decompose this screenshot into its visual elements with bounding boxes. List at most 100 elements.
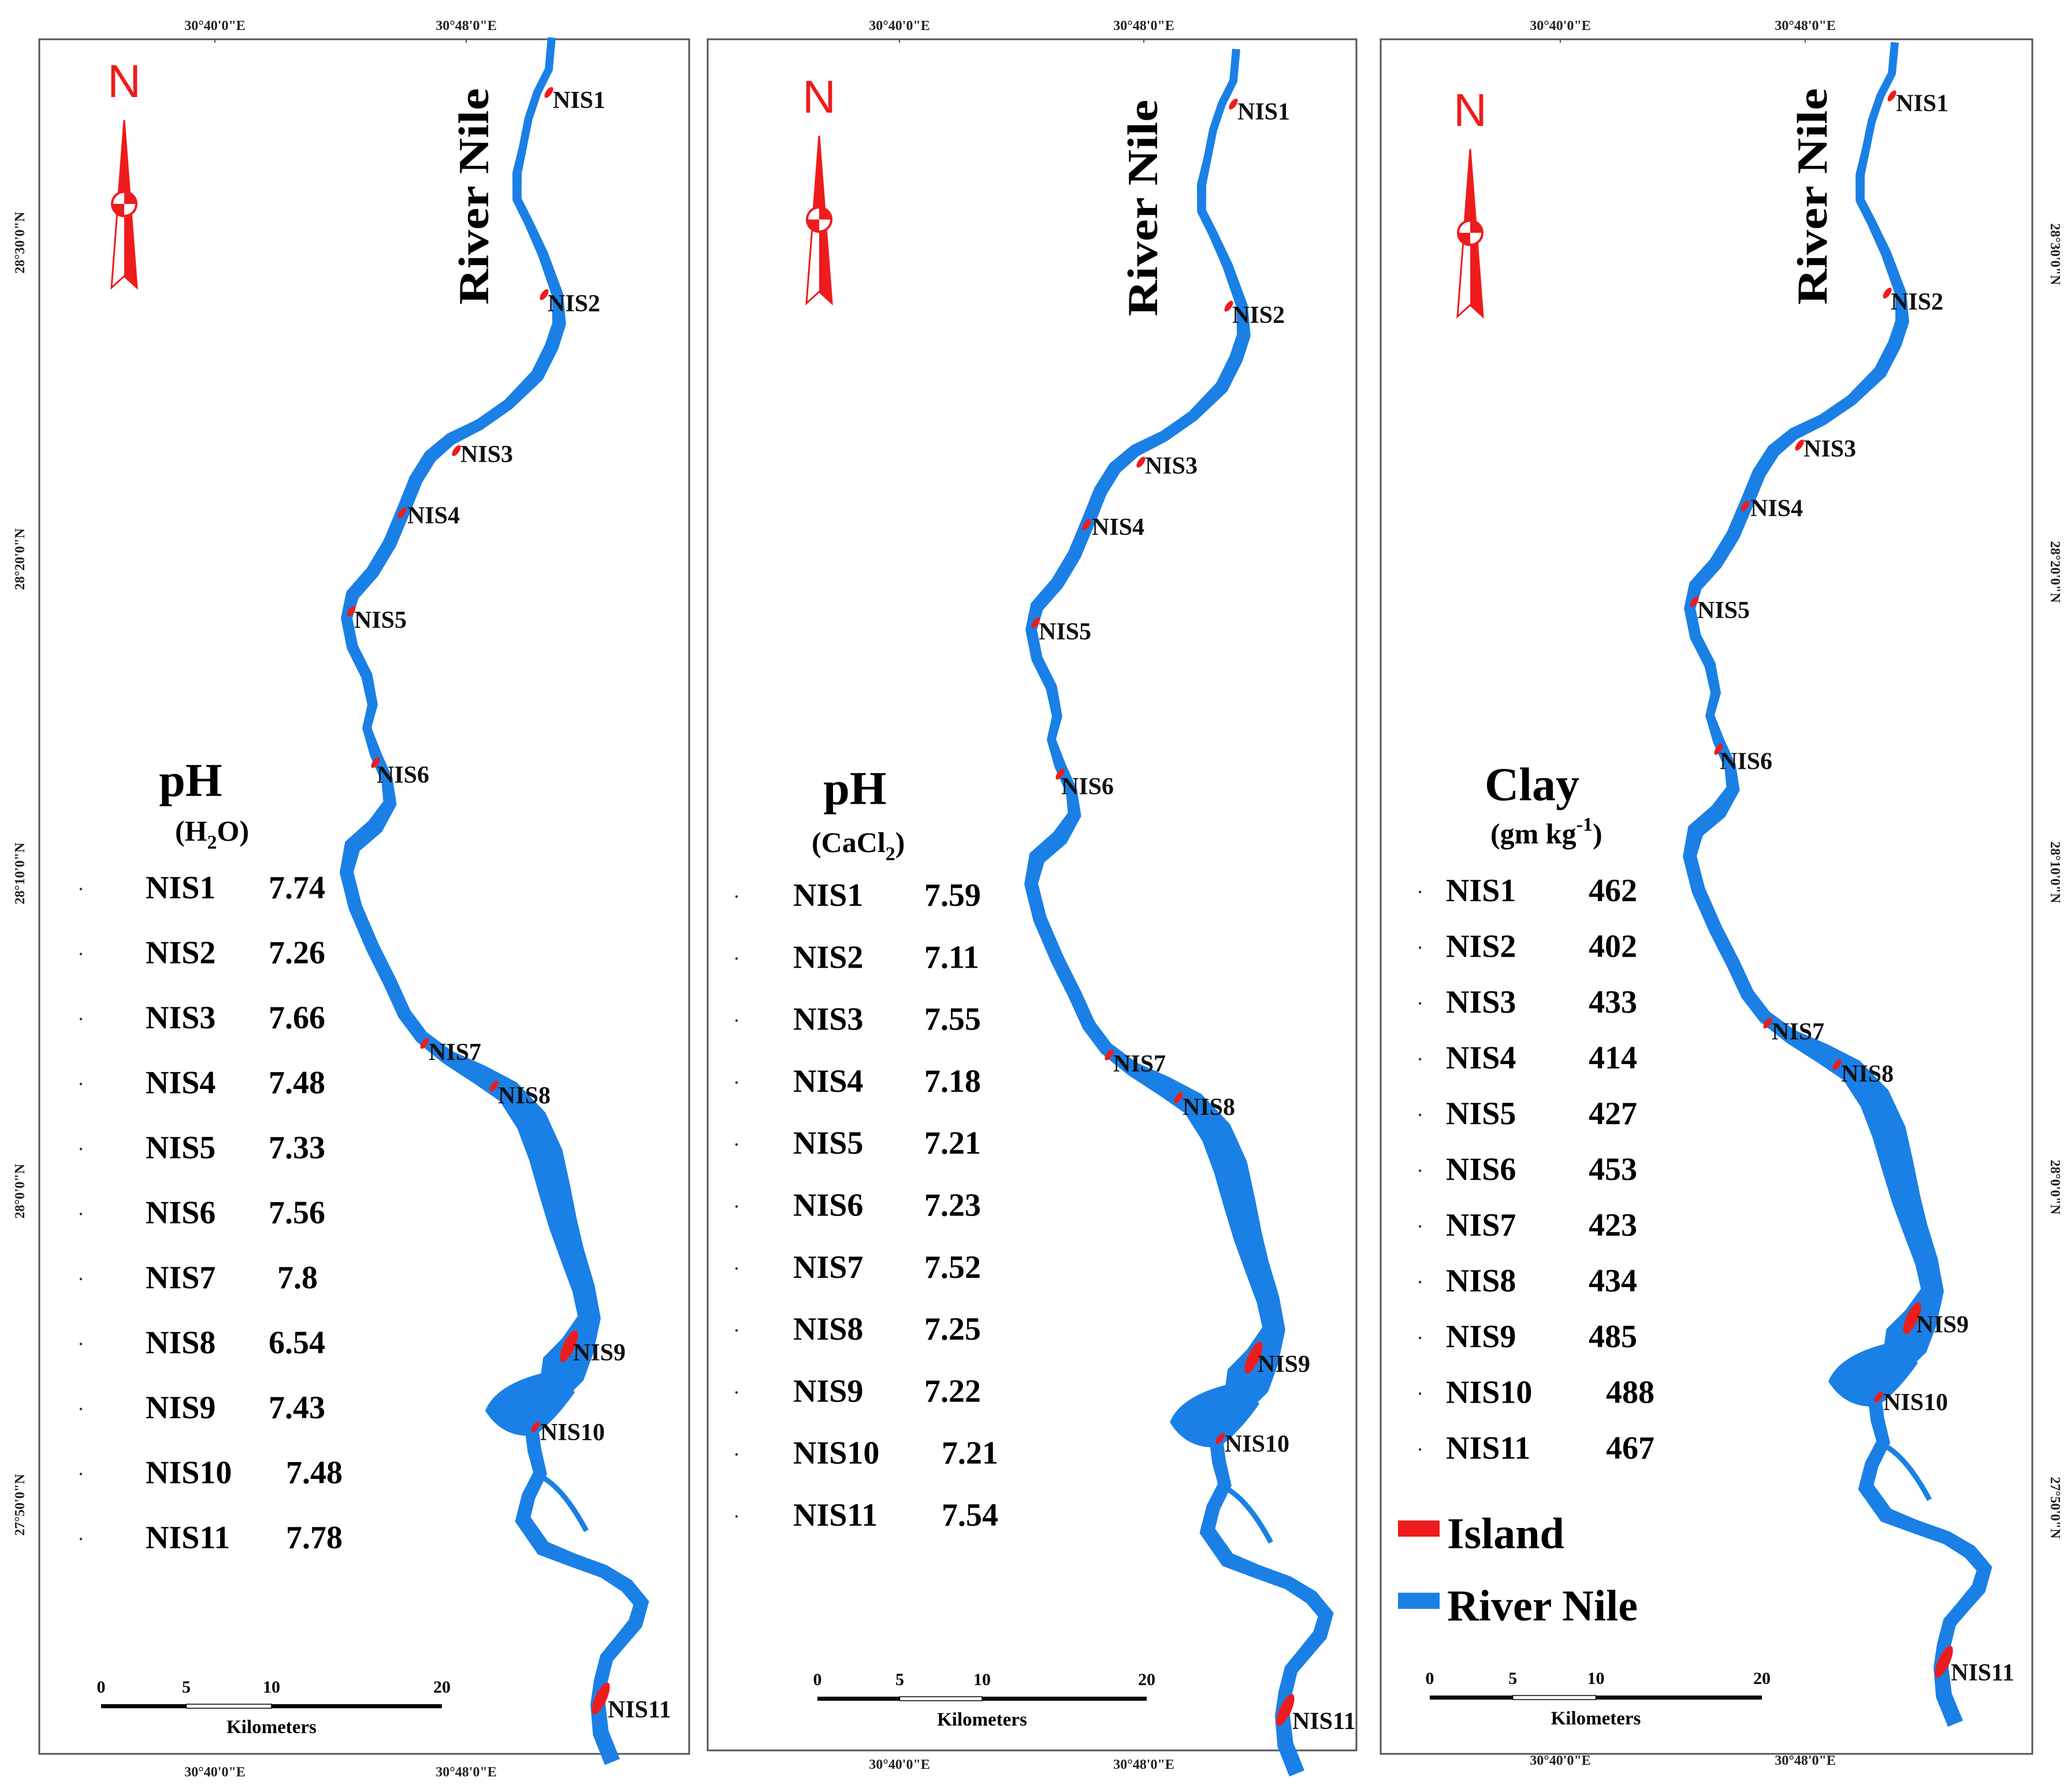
table-value: 7.54 (942, 1497, 998, 1533)
table-value: 433 (1589, 984, 1637, 1020)
river-side-channel (1223, 1485, 1273, 1544)
table-site-name: NIS2 (146, 935, 215, 971)
table-site-name: NIS3 (793, 1002, 863, 1038)
legend-subtitle-main: (gm kg (1490, 817, 1577, 850)
table-value: 7.55 (924, 1002, 981, 1038)
table-value: 7.43 (269, 1390, 325, 1426)
table-row-bullet (79, 1407, 83, 1411)
scale-seg-2 (185, 1704, 272, 1709)
bottom-longitude-label: 30°48'0"E (1113, 1757, 1174, 1772)
island-nis10 (1874, 1391, 1883, 1403)
latitude-label: 28°10'0"N (2047, 842, 2062, 904)
table-site-name: NIS7 (793, 1250, 863, 1285)
site-label-nis9: NIS9 (1916, 1312, 1969, 1339)
north-arrow-hub-q1 (819, 207, 831, 220)
table-site-name: NIS3 (146, 1000, 215, 1036)
table-site-name: NIS4 (1446, 1040, 1516, 1076)
scale-seg-1 (817, 1697, 900, 1701)
north-arrow-fill-upper (813, 136, 819, 220)
bottom-longitude-label: 30°40'0"E (1530, 1753, 1591, 1768)
legend-title: pH (159, 754, 222, 806)
north-arrow-hub-q1 (1470, 221, 1482, 233)
north-arrow-hub-q3 (807, 220, 819, 232)
table-row-bullet (79, 953, 83, 956)
table-site-name: NIS9 (1446, 1319, 1516, 1355)
table-row-bullet (1418, 890, 1422, 894)
table-value: 453 (1589, 1152, 1637, 1188)
table-row-bullet (79, 1537, 83, 1541)
legend-island-label: Island (1447, 1510, 1564, 1558)
table-value: 7.48 (269, 1065, 325, 1101)
scale-seg-1 (101, 1704, 187, 1708)
legend-subtitle: (H2O) (175, 815, 249, 853)
table-value: 462 (1589, 873, 1637, 909)
site-label-nis7: NIS7 (429, 1039, 481, 1066)
site-label-nis5: NIS5 (1039, 619, 1091, 645)
table-value: 7.21 (924, 1125, 981, 1161)
site-label-nis8: NIS8 (498, 1083, 551, 1109)
legend-subtitle-tail: ) (895, 826, 905, 858)
table-value: 7.74 (269, 870, 325, 906)
site-label-nis11: NIS11 (1292, 1708, 1356, 1735)
scale-tick-label: 10 (263, 1678, 280, 1697)
island-nis5 (347, 605, 356, 617)
island-nis11 (592, 1682, 610, 1715)
island-nis3 (1795, 440, 1804, 451)
table-site-name: NIS7 (1446, 1207, 1516, 1243)
table-site-name: NIS2 (793, 939, 863, 975)
legend-subtitle-tail: O) (217, 815, 250, 847)
table-row-bullet (79, 1473, 83, 1475)
site-label-nis1: NIS1 (553, 87, 605, 114)
site-label-nis4: NIS4 (407, 503, 460, 529)
table-site-name: NIS10 (1446, 1375, 1532, 1411)
table-row-bullet (735, 895, 738, 898)
table-value: 7.26 (269, 935, 325, 971)
island-nis3 (452, 445, 461, 456)
scale-bar: 0 5 10 20 Kilometers (97, 1678, 451, 1738)
scale-unit-label: Kilometers (226, 1717, 317, 1738)
site-label-nis8: NIS8 (1841, 1061, 1894, 1088)
map-panel-clay: NIS1 NIS2 NIS3 NIS4 NIS5 NIS6 NIS7 NIS8 NIS9 NIS1… (1380, 18, 2062, 1768)
legend-island-swatch (1398, 1520, 1440, 1537)
latitude-label: 28°0'0"N (2047, 1160, 2062, 1215)
island-nis4 (1082, 519, 1091, 530)
top-longitude-label: 30°48'0"E (436, 18, 497, 34)
site-label-nis4: NIS4 (1092, 514, 1144, 541)
scale-seg-3 (1596, 1696, 1762, 1700)
table-value: 7.33 (269, 1130, 325, 1166)
top-longitude-label: 30°48'0"E (1775, 18, 1836, 34)
north-arrow-fill-upper (1464, 149, 1470, 233)
map-panel-ph-cacl2: NIS1 NIS2 NIS3 NIS4 NIS5 NIS6 NIS7 NIS8 NIS9 NIS1… (707, 18, 1358, 1777)
island-nis6 (1714, 743, 1723, 755)
scale-tick-label: 10 (1587, 1669, 1605, 1688)
island-nis1 (544, 87, 553, 98)
table-site-name: NIS9 (793, 1373, 863, 1409)
table-row-bullet (735, 1453, 738, 1456)
scale-tick-label: 5 (895, 1670, 904, 1689)
table-value: 7.56 (269, 1195, 325, 1231)
table-site-name: NIS6 (1446, 1152, 1516, 1188)
table-row-bullet (1418, 1002, 1422, 1005)
north-arrow-hub-q3 (112, 204, 124, 216)
table-row-bullet (1418, 1113, 1422, 1117)
north-arrow-hub-q1 (124, 192, 136, 204)
table-row-bullet (1418, 1225, 1422, 1228)
bottom-longitude-label: 30°48'0"E (1775, 1753, 1836, 1768)
north-label: N (107, 55, 141, 107)
table-value: 7.25 (924, 1311, 981, 1347)
island-nis4 (1741, 500, 1750, 512)
island-nis7 (420, 1038, 429, 1049)
scale-seg-3 (982, 1697, 1147, 1701)
site-label-nis3: NIS3 (460, 441, 513, 468)
site-label-nis9: NIS9 (1258, 1351, 1310, 1378)
river-nile-title: River Nile (1789, 88, 1836, 305)
island-nis7 (1105, 1049, 1114, 1061)
bottom-longitude-label: 30°48'0"E (436, 1765, 497, 1780)
legend-subtitle: (gm kg-1) (1490, 814, 1602, 850)
site-label-nis8: NIS8 (1183, 1094, 1235, 1121)
island-nis2 (540, 289, 549, 300)
river-nile-title: River Nile (1120, 100, 1167, 317)
island-nis1 (1887, 90, 1897, 102)
table-site-name: NIS11 (1446, 1430, 1530, 1466)
north-arrow-fill-upper (118, 120, 124, 204)
